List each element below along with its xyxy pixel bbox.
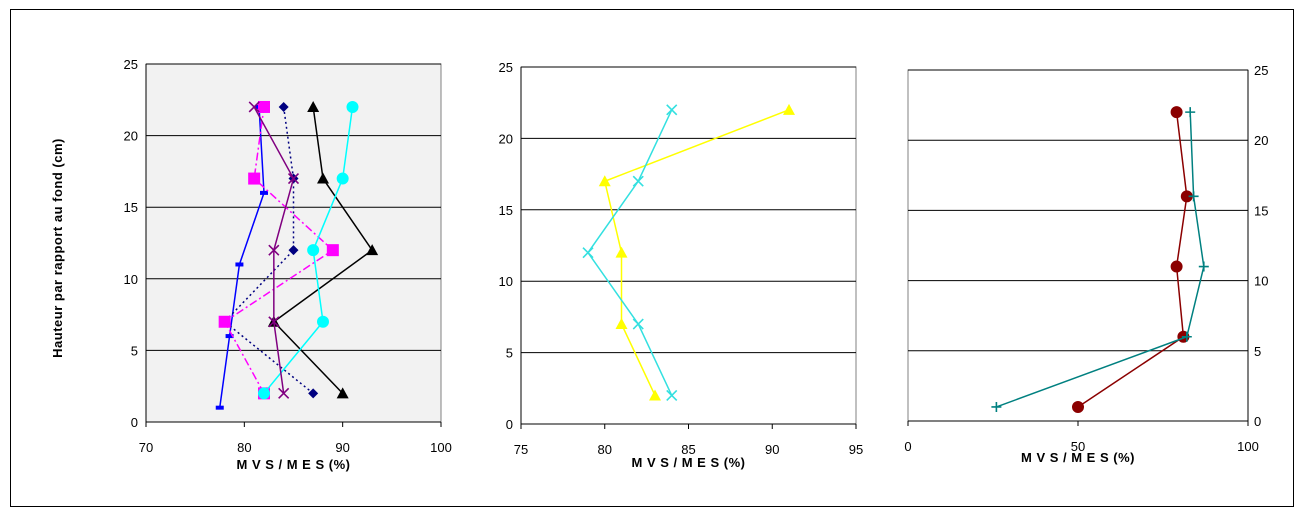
plot-area	[520, 66, 857, 425]
series-2-point	[1198, 261, 1209, 272]
plot-area	[907, 69, 1249, 422]
y-tick-label: 10	[499, 274, 513, 289]
x-tick-label: 0	[904, 439, 911, 454]
y-tick-label: 5	[1254, 344, 1261, 359]
x-tick-label: 90	[765, 442, 779, 457]
y-tick-label: 0	[506, 417, 513, 432]
x-tick-label: 75	[514, 442, 528, 457]
x-tick-label: 80	[598, 442, 612, 457]
series-2-point	[288, 245, 299, 256]
y-tick-label: 10	[1254, 274, 1268, 289]
y-tick-label: 15	[1254, 203, 1268, 218]
y-tick-label: 25	[499, 60, 513, 75]
series-2-line	[223, 106, 314, 394]
x-axis-title: M V S / M E S (%)	[1021, 450, 1135, 465]
series-4-point	[317, 172, 329, 184]
series-2-point	[991, 401, 1002, 412]
chart-panel-3: 0 5 10 15 20 25 0 50 100 M V S / M E S (%)	[904, 63, 1268, 465]
series-2-point	[1181, 331, 1192, 342]
series-3-point	[218, 315, 231, 328]
series-2-point	[308, 388, 319, 399]
y-tick-label: 20	[1254, 133, 1268, 148]
x-tick-label: 100	[430, 440, 452, 455]
series-2-point	[632, 318, 644, 330]
x-axis-title: M V S / M E S (%)	[237, 457, 351, 472]
series-2-point	[632, 175, 644, 187]
series-3-point	[258, 100, 270, 113]
series-2-point	[1185, 107, 1196, 118]
series-1-point	[225, 334, 234, 339]
series-2-point	[666, 389, 678, 402]
series-5-point	[346, 100, 359, 113]
series-4-point	[366, 244, 379, 256]
series-2-point	[1188, 191, 1199, 202]
series-1-point	[615, 246, 628, 258]
series-6-point	[278, 387, 290, 399]
y-tick-label: 5	[131, 343, 138, 358]
x-tick-label: 50	[1071, 439, 1085, 454]
y-tick-label: 25	[1254, 63, 1268, 78]
y-tick-label: 15	[124, 200, 138, 215]
series-1-point	[260, 190, 268, 195]
series-4-point	[336, 387, 349, 399]
y-tick-label: 15	[499, 203, 513, 218]
x-tick-label: 70	[139, 440, 153, 455]
chart-panel-1: 0 5 10 15 20 25 70 80 90 100 M V S / M E S (%) Haut…	[50, 57, 452, 472]
series-5-point	[307, 244, 320, 257]
series-6-point	[248, 101, 260, 113]
x-tick-label: 95	[849, 442, 863, 457]
y-tick-label: 0	[131, 415, 138, 430]
series-5-point	[336, 172, 349, 185]
y-tick-label: 5	[506, 346, 513, 361]
series-2-point	[278, 101, 289, 112]
y-axis-title: Hauteur par rapport au fond (cm)	[50, 138, 65, 358]
series-1-point	[1072, 400, 1084, 413]
series-1-point	[215, 405, 224, 410]
chart-panel-2: 0 5 10 15 20 25 75 80 85 90 95 M V S / M E S (%)	[499, 60, 864, 470]
series-1-point	[1170, 106, 1183, 119]
y-tick-label: 25	[124, 57, 138, 72]
series-1-point	[783, 103, 795, 115]
series-1-point	[615, 318, 628, 330]
series-1-point	[235, 262, 244, 267]
x-tick-label: 100	[1237, 439, 1259, 454]
series-6-point	[268, 244, 280, 256]
series-6-point	[268, 316, 280, 328]
y-tick-label: 0	[1254, 414, 1261, 429]
series-2-point	[666, 104, 678, 116]
y-tick-label: 10	[124, 272, 138, 287]
y-tick-label: 20	[499, 131, 513, 146]
x-tick-label: 90	[335, 440, 349, 455]
x-tick-label: 85	[681, 442, 695, 457]
series-3-point	[248, 172, 261, 185]
series-5-point	[317, 315, 329, 328]
series-6-point	[287, 172, 300, 185]
series-3-point	[326, 244, 339, 257]
series-1-point	[1170, 260, 1183, 273]
series-5-point	[258, 387, 270, 400]
series-1-point	[649, 389, 661, 401]
series-4-point	[307, 100, 320, 112]
series-2-point	[582, 247, 594, 259]
y-tick-label: 20	[124, 129, 138, 144]
x-axis-title: M V S / M E S (%)	[632, 455, 746, 470]
x-tick-label: 80	[237, 440, 251, 455]
series-1-point	[598, 175, 611, 187]
